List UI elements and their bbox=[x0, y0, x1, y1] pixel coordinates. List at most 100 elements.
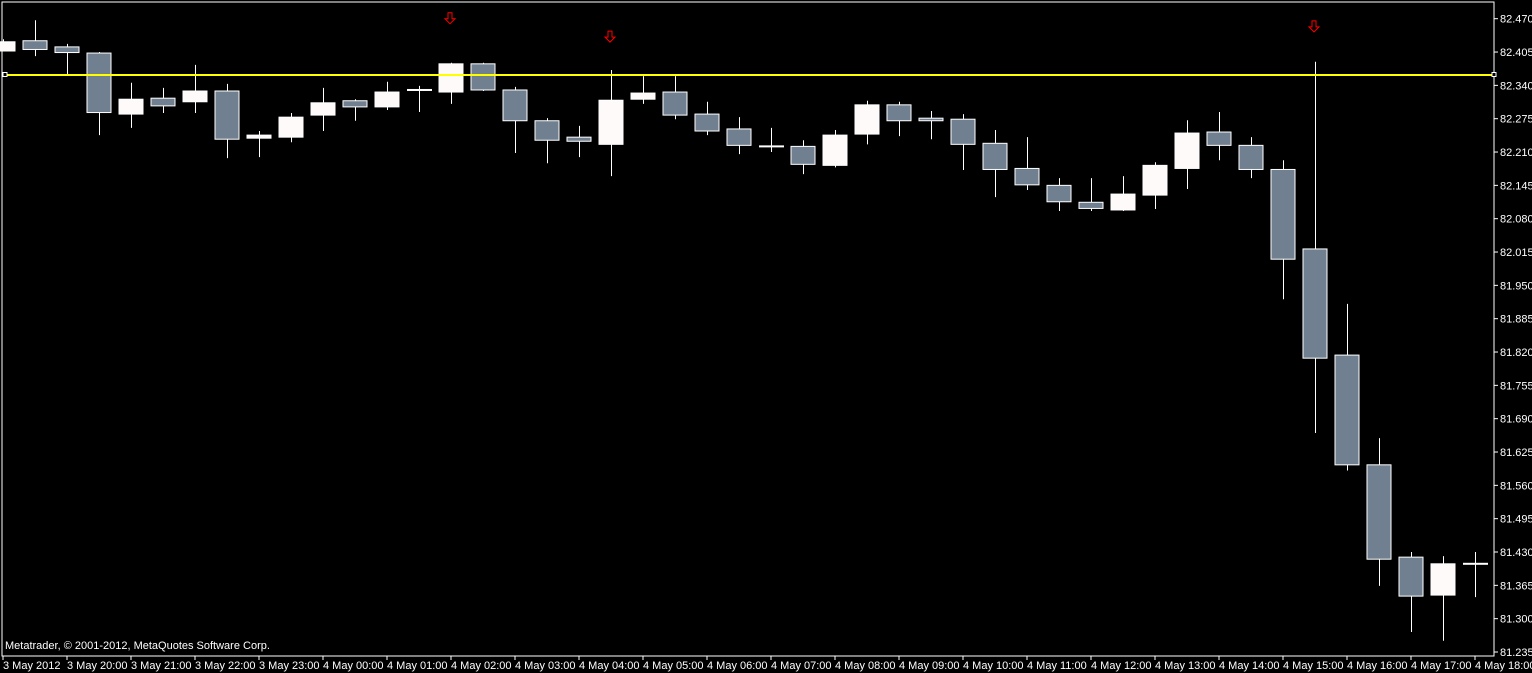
candle-body-bear bbox=[502, 89, 528, 122]
time-tick-label: 3 May 23:00 bbox=[259, 660, 320, 672]
candle-doji bbox=[759, 145, 784, 148]
time-tick-label: 4 May 05:00 bbox=[643, 660, 704, 672]
copyright-text: Metatrader, © 2001-2012, MetaQuotes Soft… bbox=[5, 640, 270, 652]
candle bbox=[566, 125, 592, 158]
time-tick-label: 4 May 00:00 bbox=[323, 660, 384, 672]
candle bbox=[310, 87, 336, 132]
candle bbox=[246, 131, 272, 158]
candle-body-bear bbox=[1398, 556, 1424, 597]
line-handle-right[interactable] bbox=[1491, 72, 1497, 77]
candle bbox=[150, 87, 176, 114]
arrow-down-icon bbox=[603, 30, 617, 43]
time-tick-label: 3 May 2012 bbox=[3, 660, 60, 672]
price-tick-label: 81.300 bbox=[1500, 614, 1532, 626]
candle bbox=[662, 76, 688, 120]
candle bbox=[1142, 162, 1168, 209]
candle-body-bear bbox=[726, 128, 752, 146]
candle-body-bull bbox=[630, 92, 656, 100]
candle bbox=[759, 127, 784, 153]
candle bbox=[502, 86, 528, 154]
candle-body-bear bbox=[982, 142, 1008, 170]
price-tick-label: 81.235 bbox=[1500, 647, 1532, 659]
candle-body-bull bbox=[118, 98, 144, 115]
candle-body-bull bbox=[1110, 193, 1136, 211]
price-tick-label: 82.470 bbox=[1500, 14, 1532, 26]
time-tick-label: 4 May 11:00 bbox=[1027, 660, 1087, 672]
candle bbox=[726, 117, 752, 155]
candle-body-bull bbox=[1430, 563, 1456, 596]
price-tick-label: 81.625 bbox=[1500, 447, 1532, 459]
price-tick-label: 81.885 bbox=[1500, 314, 1532, 326]
time-tick-label: 4 May 17:00 bbox=[1411, 660, 1472, 672]
chart-border bbox=[1, 1, 1495, 657]
price-tick-label: 82.210 bbox=[1500, 147, 1532, 159]
candle bbox=[470, 62, 496, 92]
candle-body-bear bbox=[1206, 131, 1232, 146]
price-tick-label: 81.690 bbox=[1500, 414, 1532, 426]
candle-body-bear bbox=[150, 97, 176, 107]
candle bbox=[54, 43, 80, 75]
time-tick-label: 3 May 20:00 bbox=[67, 660, 128, 672]
arrow-down-icon bbox=[443, 12, 457, 25]
price-tick-label: 81.950 bbox=[1500, 280, 1532, 292]
candle-doji bbox=[407, 88, 432, 91]
candle bbox=[534, 118, 560, 164]
candle bbox=[1398, 552, 1424, 633]
candle-body-bear bbox=[1270, 168, 1296, 260]
candle bbox=[214, 83, 240, 159]
candle-body-bear bbox=[790, 145, 816, 165]
candle bbox=[886, 101, 912, 137]
candle bbox=[790, 140, 816, 175]
horizontal-line-group[interactable] bbox=[2, 72, 1497, 77]
candle-body-bear bbox=[1366, 464, 1392, 560]
candle-body-bear bbox=[950, 118, 976, 145]
price-tick-label: 81.365 bbox=[1500, 580, 1532, 592]
candle-body-bear bbox=[1334, 354, 1360, 466]
candle bbox=[822, 129, 848, 168]
candle bbox=[1366, 438, 1392, 586]
candle bbox=[1110, 176, 1136, 211]
candle bbox=[854, 100, 880, 145]
candle-body-bull bbox=[854, 104, 880, 135]
candle-body-bull bbox=[246, 134, 272, 139]
candle-body-bear bbox=[54, 46, 80, 54]
chart-frame bbox=[1, 1, 1495, 657]
price-tick-label: 81.430 bbox=[1500, 547, 1532, 559]
time-tick-label: 4 May 13:00 bbox=[1155, 660, 1216, 672]
candle bbox=[182, 64, 208, 114]
candle bbox=[118, 82, 144, 128]
time-tick-label: 4 May 12:00 bbox=[1091, 660, 1152, 672]
price-tick-label: 81.755 bbox=[1500, 380, 1532, 392]
candle-body-bear bbox=[1046, 184, 1072, 203]
candle bbox=[278, 113, 304, 143]
candle bbox=[374, 81, 400, 110]
time-axis[interactable]: 3 May 2012 3 May 20:00 3 May 21:00 3 May 22… bbox=[2, 656, 1532, 672]
time-tick-label: 4 May 16:00 bbox=[1347, 660, 1408, 672]
price-axis[interactable]: 82.470 82.405 82.340 82.275 82.210 82.145 82.0… bbox=[1494, 14, 1532, 659]
candle-body-bull bbox=[598, 99, 624, 145]
candle-body-bear bbox=[1078, 201, 1104, 209]
arrows bbox=[443, 12, 1321, 43]
candle bbox=[86, 52, 112, 136]
time-tick-label: 4 May 10:00 bbox=[963, 660, 1024, 672]
candle bbox=[0, 39, 16, 52]
price-tick-label: 82.145 bbox=[1500, 180, 1532, 192]
time-tick-label: 4 May 02:00 bbox=[451, 660, 512, 672]
candle-doji bbox=[1463, 562, 1488, 565]
candle bbox=[630, 76, 656, 104]
price-tick-label: 82.275 bbox=[1500, 114, 1532, 126]
time-tick-label: 4 May 18:00 bbox=[1475, 660, 1532, 672]
candles bbox=[0, 20, 1488, 641]
candle bbox=[1078, 178, 1104, 211]
candle-body-bear bbox=[86, 52, 112, 114]
candle bbox=[1014, 137, 1040, 190]
candle bbox=[407, 85, 432, 113]
candle-body-bull bbox=[1174, 132, 1200, 169]
candle-body-bull bbox=[374, 91, 400, 108]
candle-body-bear bbox=[534, 120, 560, 141]
line-handle-left[interactable] bbox=[2, 72, 8, 77]
time-tick-label: 3 May 21:00 bbox=[131, 660, 192, 672]
candle-body-bear bbox=[662, 91, 688, 116]
price-tick-label: 82.405 bbox=[1500, 47, 1532, 59]
